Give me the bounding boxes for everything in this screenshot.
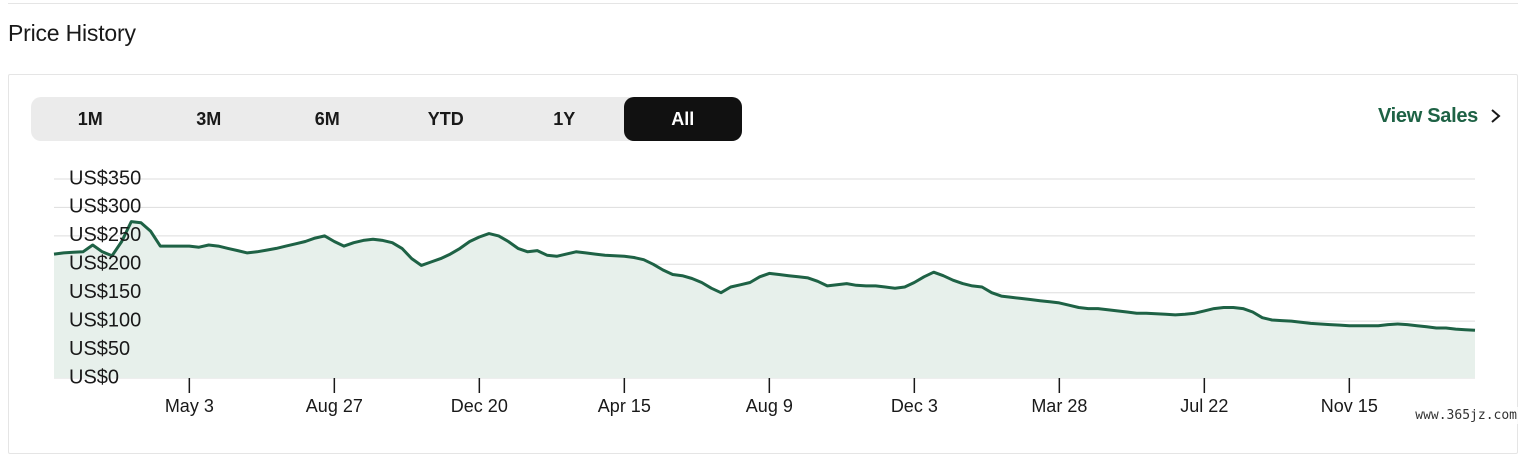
y-tick-label: US$300 bbox=[69, 196, 141, 218]
y-tick-label: US$100 bbox=[69, 309, 141, 331]
range-tab-1m[interactable]: 1M bbox=[77, 108, 103, 129]
y-tick-label: US$0 bbox=[69, 366, 119, 388]
price-area bbox=[54, 221, 1475, 378]
y-tick-label: US$350 bbox=[69, 167, 141, 189]
range-tab-all[interactable]: All bbox=[623, 97, 742, 141]
x-tick-label: Dec 3 bbox=[891, 396, 938, 416]
range-tab-1y[interactable]: 1Y bbox=[553, 108, 576, 129]
range-tab-3m[interactable]: 3M bbox=[196, 108, 222, 129]
x-tick-label: May 3 bbox=[165, 396, 214, 416]
x-tick-label: Apr 15 bbox=[598, 396, 651, 416]
x-tick-label: Dec 20 bbox=[451, 396, 508, 416]
range-tab-6m[interactable]: 6M bbox=[314, 108, 340, 129]
x-tick-label: Aug 27 bbox=[306, 396, 363, 416]
watermark: www.365jz.com bbox=[1412, 407, 1520, 424]
price-history-chart: US$350 US$300 US$250 US$200 US$150 US$100 US$5… bbox=[53, 167, 1476, 416]
y-tick-label: US$50 bbox=[69, 338, 130, 360]
top-divider bbox=[8, 3, 1518, 4]
chevron-right-icon bbox=[1491, 109, 1501, 123]
x-tick-label: Mar 28 bbox=[1031, 396, 1087, 416]
x-tick-label: Nov 15 bbox=[1321, 396, 1378, 416]
y-tick-label: US$200 bbox=[69, 253, 141, 275]
range-selector: 1M 3M 6M YTD 1Y All bbox=[31, 97, 742, 141]
section-title: Price History bbox=[8, 20, 136, 46]
y-tick-label: US$150 bbox=[69, 281, 141, 303]
view-sales-label: View Sales bbox=[1377, 104, 1478, 127]
y-tick-label: US$250 bbox=[69, 224, 141, 246]
price-line bbox=[53, 220, 1476, 332]
x-tick-label: Aug 9 bbox=[746, 396, 793, 416]
range-tab-ytd[interactable]: YTD bbox=[427, 108, 464, 129]
view-sales-link[interactable]: View Sales bbox=[1378, 104, 1504, 128]
x-tick-label: Jul 22 bbox=[1180, 396, 1228, 416]
